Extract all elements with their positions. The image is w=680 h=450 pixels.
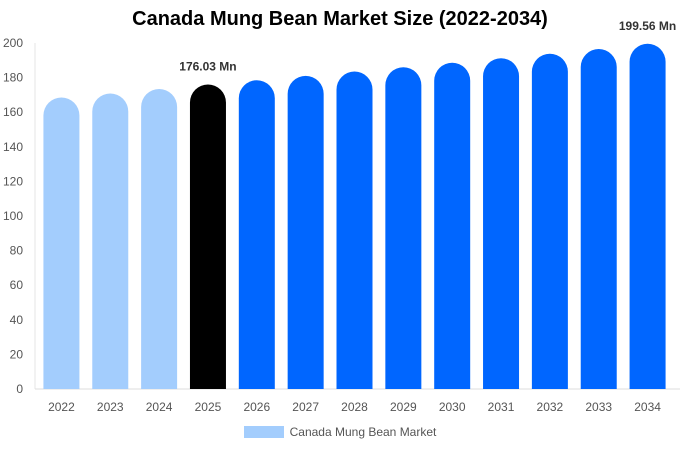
bar-2030 bbox=[434, 62, 471, 389]
x-tick-label: 2028 bbox=[341, 400, 368, 414]
data-label-2034: 199.56 Mn bbox=[619, 19, 676, 33]
x-tick-label: 2032 bbox=[537, 400, 564, 414]
y-tick-label: 80 bbox=[10, 244, 24, 258]
bar-2029 bbox=[385, 67, 422, 389]
x-tick-label: 2022 bbox=[48, 400, 75, 414]
y-tick-label: 100 bbox=[3, 209, 23, 223]
x-tick-label: 2027 bbox=[292, 400, 319, 414]
bar-2024 bbox=[141, 89, 178, 389]
x-tick-label: 2031 bbox=[488, 400, 515, 414]
x-tick-label: 2023 bbox=[97, 400, 124, 414]
data-label-2025: 176.03 Mn bbox=[179, 59, 236, 73]
y-tick-label: 60 bbox=[10, 278, 24, 292]
legend-swatch bbox=[243, 426, 284, 438]
bar-2026 bbox=[238, 80, 275, 389]
y-tick-label: 0 bbox=[16, 382, 23, 396]
legend-label: Canada Mung Bean Market bbox=[289, 425, 437, 439]
y-tick-label: 160 bbox=[3, 105, 23, 119]
bar-2031 bbox=[483, 58, 520, 390]
x-tick-label: 2025 bbox=[195, 400, 222, 414]
chart-title: Canada Mung Bean Market Size (2022-2034) bbox=[132, 8, 548, 30]
bar-2032 bbox=[531, 53, 568, 389]
bar-2034 bbox=[629, 43, 666, 389]
x-tick-label: 2024 bbox=[146, 400, 173, 414]
y-tick-label: 120 bbox=[3, 174, 23, 188]
bar-2033 bbox=[580, 49, 617, 390]
bar-2025 bbox=[189, 84, 226, 389]
x-tick-label: 2034 bbox=[634, 400, 661, 414]
x-tick-label: 2030 bbox=[439, 400, 466, 414]
bar-2027 bbox=[287, 75, 324, 390]
y-tick-label: 140 bbox=[3, 140, 23, 154]
y-tick-label: 200 bbox=[3, 36, 23, 50]
bar-2023 bbox=[92, 93, 129, 389]
x-tick-label: 2033 bbox=[585, 400, 612, 414]
legend: Canada Mung Bean Market bbox=[0, 425, 680, 439]
bar-2028 bbox=[336, 71, 373, 389]
y-tick-label: 20 bbox=[10, 347, 24, 361]
y-tick-label: 180 bbox=[3, 71, 23, 85]
bar-2022 bbox=[43, 97, 80, 389]
x-tick-label: 2029 bbox=[390, 400, 417, 414]
x-tick-label: 2026 bbox=[243, 400, 270, 414]
y-tick-label: 40 bbox=[10, 313, 24, 327]
